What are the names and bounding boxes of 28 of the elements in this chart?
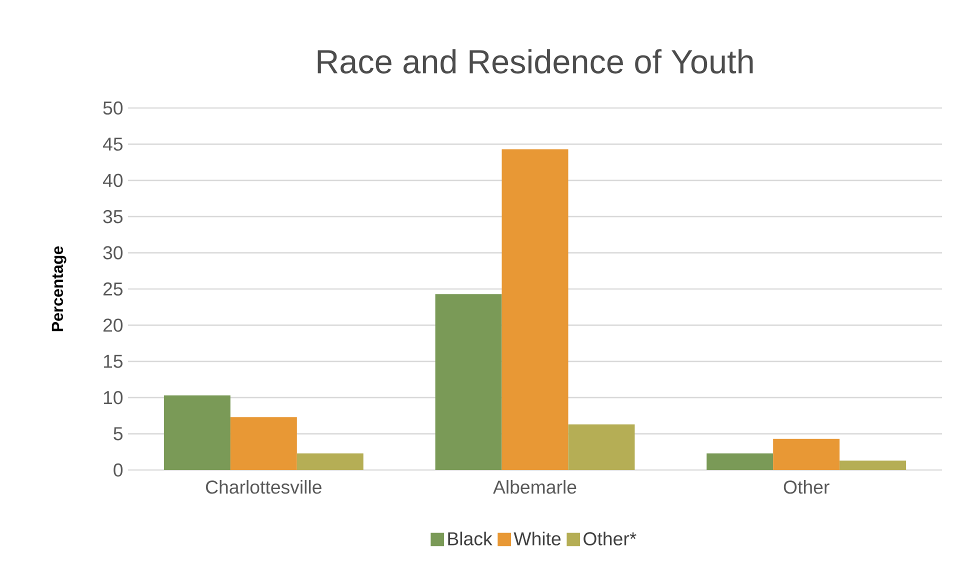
- y-tick-label: 0: [114, 463, 123, 477]
- y-tick-label: 30: [103, 246, 123, 260]
- x-tick-label: Charlottesville: [206, 480, 322, 494]
- bar: [296, 453, 364, 470]
- y-tick-label: 45: [102, 138, 123, 151]
- y-tick-label: 35: [103, 210, 123, 224]
- bar: [568, 424, 635, 470]
- x-tick-label: Other: [784, 480, 830, 494]
- y-tick-label: 40: [102, 174, 123, 188]
- y-tick-label: 25: [103, 282, 123, 296]
- y-tick-label: 50: [103, 101, 123, 115]
- bar: [502, 149, 568, 470]
- legend-label: Black: [448, 532, 492, 546]
- bar: [164, 395, 230, 470]
- y-axis-title: Percentage: [52, 246, 66, 332]
- bar: [840, 460, 906, 470]
- legend-label: White: [514, 532, 561, 546]
- bar: [230, 417, 297, 470]
- y-tick-label: 20: [103, 318, 123, 332]
- y-tick-label: 10: [104, 390, 123, 404]
- bar: [773, 438, 840, 470]
- bar: [435, 294, 502, 470]
- legend-label: Other*: [584, 532, 636, 546]
- bar: [706, 453, 774, 470]
- x-tick-label: Albemarle: [493, 480, 576, 494]
- y-tick-label: 15: [104, 354, 123, 368]
- chart-title: Race and Residence of Youth: [318, 49, 753, 74]
- y-tick-label: 5: [114, 427, 123, 440]
